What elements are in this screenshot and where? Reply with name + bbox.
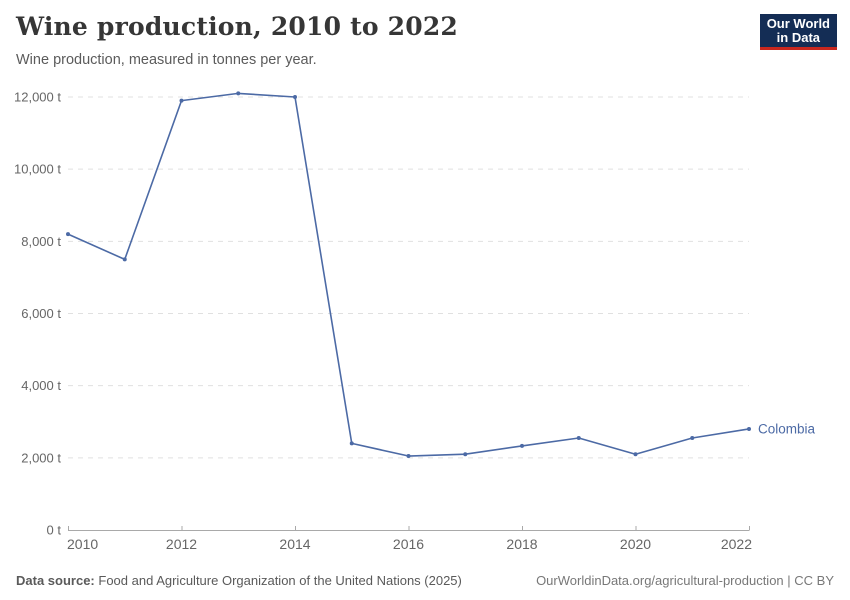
y-axis-label: 0 t: [47, 523, 62, 538]
data-point[interactable]: [690, 435, 695, 440]
chart-subtitle: Wine production, measured in tonnes per …: [16, 52, 317, 68]
owid-logo-line2: in Data: [776, 30, 821, 45]
data-point[interactable]: [122, 257, 127, 262]
data-source-text: Food and Agriculture Organization of the…: [98, 573, 462, 588]
data-point[interactable]: [349, 441, 354, 446]
data-point[interactable]: [520, 443, 524, 448]
y-axis-label: 2,000 t: [21, 450, 61, 465]
data-point[interactable]: [576, 435, 581, 440]
y-axis-label: 6,000 t: [21, 306, 61, 321]
y-axis-label: 8,000 t: [21, 234, 61, 249]
x-axis-label: 2012: [166, 536, 197, 552]
credit-link[interactable]: OurWorldinData.org/agricultural-producti…: [536, 573, 834, 588]
chart-footer: Data source: Food and Agriculture Organi…: [16, 573, 834, 588]
y-axis-label: 12,000 t: [14, 90, 61, 105]
x-axis-label: 2018: [506, 536, 537, 552]
data-source: Data source: Food and Agriculture Organi…: [16, 573, 462, 588]
x-axis-label: 2022: [721, 536, 752, 552]
x-axis-label: 2016: [393, 536, 424, 552]
data-point[interactable]: [179, 98, 184, 103]
data-source-label: Data source:: [16, 573, 95, 588]
owid-logo-line1: Our World: [766, 16, 830, 31]
x-axis-label: 2014: [279, 536, 310, 552]
data-point[interactable]: [633, 452, 638, 457]
data-point[interactable]: [293, 95, 297, 99]
x-axis-label: 2010: [67, 536, 98, 552]
data-point[interactable]: [66, 232, 70, 237]
chart-title: Wine production, 2010 to 2022: [16, 12, 459, 41]
series-line[interactable]: [67, 92, 750, 457]
y-axis-label: 10,000 t: [14, 162, 61, 177]
data-point[interactable]: [747, 426, 751, 431]
series-label[interactable]: Colombia: [758, 421, 816, 436]
owid-logo[interactable]: Our World in Data: [759, 14, 837, 50]
data-point[interactable]: [236, 91, 241, 96]
x-axis-label: 2020: [620, 536, 651, 552]
data-point[interactable]: [463, 452, 468, 457]
data-point[interactable]: [406, 454, 411, 459]
y-axis-label: 4,000 t: [21, 378, 61, 393]
